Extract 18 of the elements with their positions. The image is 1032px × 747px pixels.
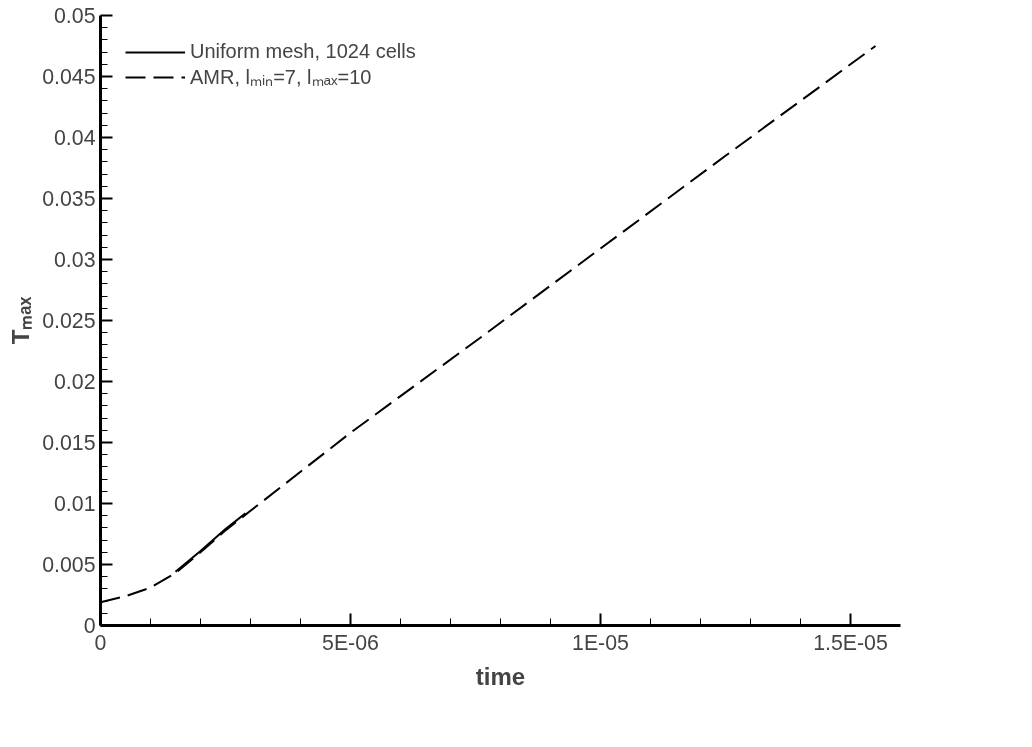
- y-tick-label: 0.04: [53, 126, 96, 150]
- legend-label: AMR, lₘᵢₙ=7, lₘₐₓ=10: [190, 65, 372, 90]
- x-tick-label: 5E-06: [322, 630, 379, 655]
- y-axis-title: Tₘₐₓ: [7, 296, 35, 345]
- y-tick-label: 0.045: [42, 65, 96, 89]
- y-tick-label: 0.05: [53, 4, 96, 28]
- y-tick-label: 0.03: [53, 248, 96, 272]
- y-tick-label: 0.015: [42, 431, 96, 455]
- y-tick-label: 0.035: [42, 187, 96, 211]
- y-tick-label: 0.005: [42, 553, 96, 577]
- y-tick-label: 0.02: [53, 370, 96, 394]
- y-tick-label: 0: [83, 614, 96, 638]
- x-tick-label: 1E-05: [572, 630, 629, 655]
- legend-label: Uniform mesh, 1024 cells: [190, 40, 416, 63]
- y-tick-label: 0.025: [42, 309, 96, 333]
- x-tick-label: 1.5E-05: [813, 630, 888, 655]
- y-tick-label: 0.01: [53, 492, 96, 516]
- x-axis-title: time: [475, 662, 526, 690]
